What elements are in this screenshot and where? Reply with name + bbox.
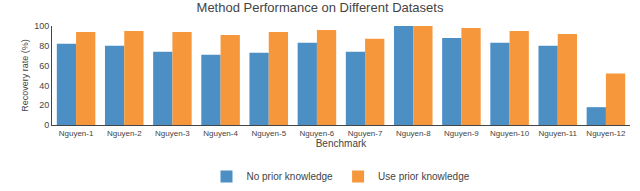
svg-text:20: 20 (39, 100, 49, 110)
svg-text:100: 100 (34, 21, 49, 31)
svg-text:Recovery rate (%): Recovery rate (%) (20, 39, 30, 112)
svg-text:60: 60 (39, 61, 49, 71)
svg-text:Nguyen-7: Nguyen-7 (348, 129, 383, 138)
svg-text:Method Performance on Differen: Method Performance on Different Datasets (197, 0, 444, 15)
svg-text:80: 80 (39, 41, 49, 51)
svg-text:Nguyen-4: Nguyen-4 (203, 129, 238, 138)
svg-text:Nguyen-5: Nguyen-5 (251, 129, 286, 138)
svg-text:Nguyen-10: Nguyen-10 (490, 129, 530, 138)
svg-text:Nguyen-2: Nguyen-2 (107, 129, 142, 138)
svg-text:Nguyen-8: Nguyen-8 (396, 129, 431, 138)
svg-text:Nguyen-9: Nguyen-9 (444, 129, 479, 138)
svg-text:Benchmark: Benchmark (316, 138, 368, 149)
svg-text:Nguyen-3: Nguyen-3 (155, 129, 190, 138)
svg-text:Use prior knowledge: Use prior knowledge (378, 171, 470, 182)
svg-text:40: 40 (39, 81, 49, 91)
svg-text:Nguyen-1: Nguyen-1 (59, 129, 94, 138)
svg-text:0: 0 (44, 120, 49, 130)
svg-text:Nguyen-11: Nguyen-11 (538, 129, 577, 138)
svg-text:Nguyen-6: Nguyen-6 (300, 129, 335, 138)
svg-text:Nguyen-12: Nguyen-12 (586, 129, 626, 138)
svg-text:No prior knowledge: No prior knowledge (247, 171, 334, 182)
